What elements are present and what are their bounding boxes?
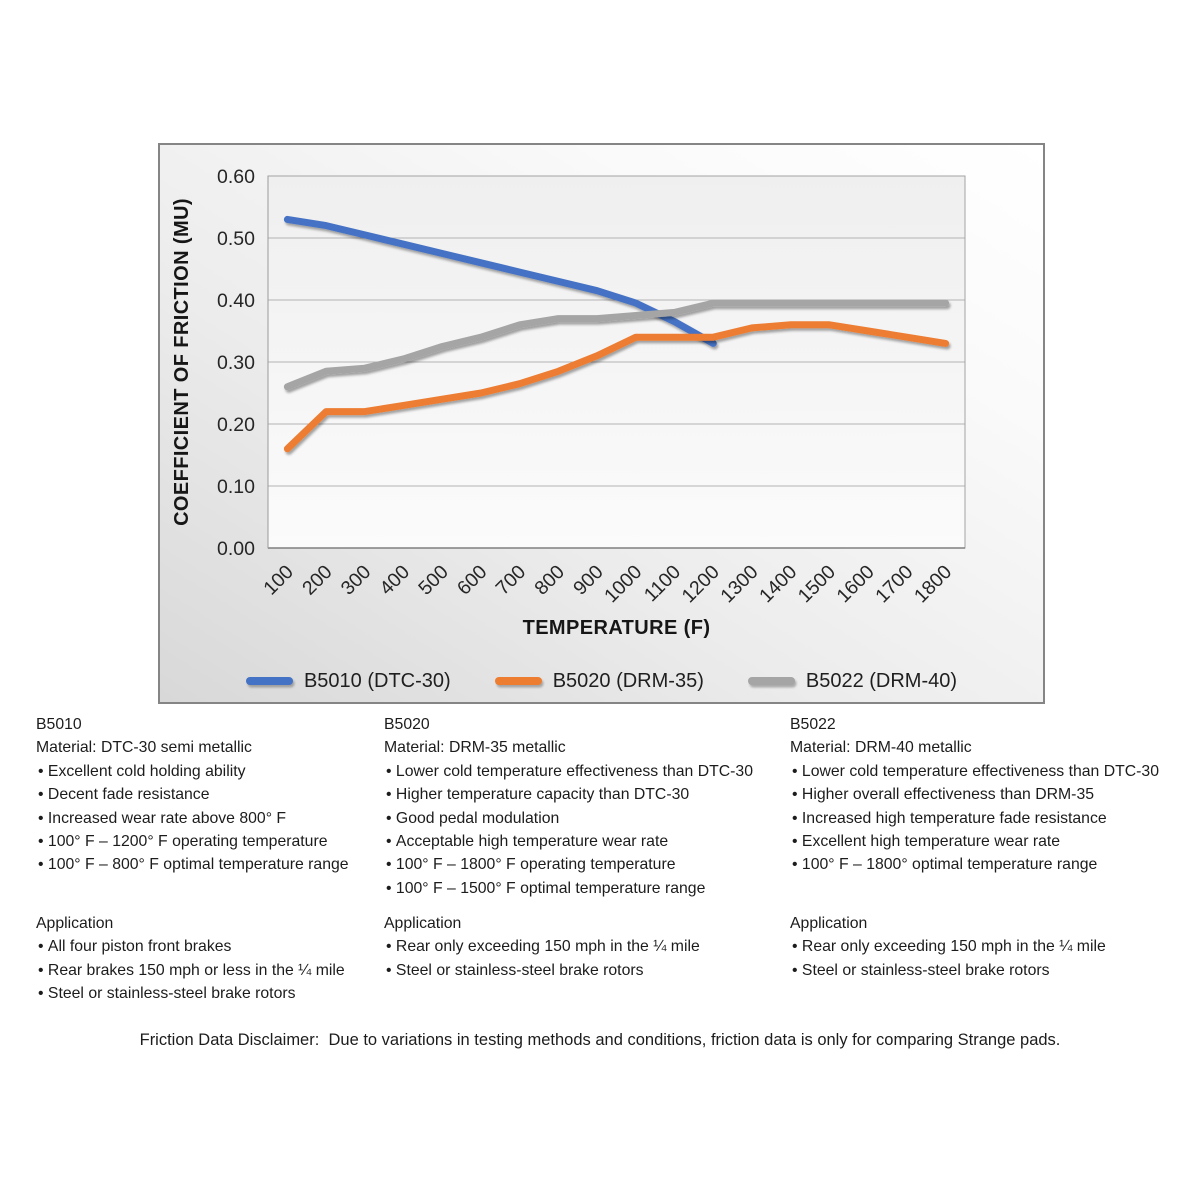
application-title: Application [790, 915, 868, 932]
x-tick-label: 600 [453, 561, 492, 600]
material-feature: Good pedal modulation [384, 807, 753, 830]
y-tick-label: 0.40 [217, 290, 255, 312]
series-line-b5010 [283, 215, 717, 347]
material-feature: Lower cold temperature effectiveness tha… [384, 760, 753, 783]
material-name: Material: DTC-30 semi metallic [36, 739, 252, 757]
x-tick-label: 1000 [600, 561, 646, 607]
application-item: Rear brakes 150 mph or less in the ¼ mil… [36, 959, 345, 982]
material-feature: Excellent cold holding ability [36, 760, 349, 783]
y-tick-label: 0.50 [217, 228, 255, 250]
x-tick-label: 1800 [910, 561, 956, 607]
material-id: B5010 [36, 716, 82, 733]
legend-line-swatch [245, 677, 293, 685]
application-item: Steel or stainless-steel brake rotors [384, 959, 700, 982]
material-name: Material: DRM-35 metallic [384, 739, 566, 757]
x-tick-label: 100 [259, 561, 298, 600]
y-tick-label: 0.30 [217, 352, 255, 374]
material-feature: Excellent high temperature wear rate [790, 830, 1159, 853]
application-item: All four piston front brakes [36, 935, 345, 958]
application-item: Rear only exceeding 150 mph in the ¼ mil… [384, 935, 700, 958]
legend-label: B5010 (DTC-30) [303, 669, 451, 692]
application-title: Application [384, 915, 462, 932]
x-axis-title: TEMPERATURE (F) [523, 617, 711, 639]
x-tick-label: 400 [375, 561, 414, 600]
legend-item-b5022: B5022 (DRM-40) [747, 669, 958, 693]
material-column-b5022: B5022 Material: DRM-40 metallic Lower cold… [790, 713, 1159, 877]
material-feature: Lower cold temperature effectiveness tha… [790, 760, 1159, 783]
material-feature: Higher overall effectiveness than DRM-35 [790, 783, 1159, 806]
legend-line-swatch [494, 677, 542, 685]
disclaimer-text: Friction Data Disclaimer: Due to variati… [139, 1031, 1061, 1049]
material-id: B5022 [790, 716, 836, 733]
material-feature: Increased wear rate above 800° F [36, 807, 349, 830]
x-tick-label: 1100 [640, 561, 685, 606]
y-tick-label: 0.00 [217, 538, 255, 560]
material-column-b5020: B5020 Material: DRM-35 metallic Lower cold… [384, 713, 753, 900]
x-tick-label: 800 [530, 561, 569, 600]
material-feature: Decent fade resistance [36, 783, 349, 806]
x-tick-label: 500 [414, 561, 453, 600]
x-tick-label: 300 [337, 561, 376, 600]
material-feature: Increased high temperature fade resistan… [790, 807, 1159, 830]
material-feature: 100° F – 1500° F optimal temperature ran… [384, 877, 753, 900]
x-tick-label: 1600 [832, 561, 878, 607]
legend-label: B5020 (DRM-35) [552, 669, 704, 692]
material-feature: Higher temperature capacity than DTC-30 [384, 783, 753, 806]
x-tick-label: 1500 [794, 561, 840, 607]
chart-panel: 0.60 0.50 0.40 0.30 0.20 0.10 0.00 100 200 300 400… [158, 143, 1045, 704]
material-feature: 100° F – 1800° F operating temperature [384, 853, 753, 876]
application-title: Application [36, 915, 114, 932]
legend-label: B5022 (DRM-40) [805, 669, 958, 692]
series-line-b5020 [283, 321, 950, 453]
x-tick-label: 700 [492, 561, 531, 600]
x-tick-label: 1300 [716, 561, 762, 607]
application-column-b5022: Application Rear only exceeding 150 mph i… [790, 912, 1106, 982]
series-line-b5022 [283, 299, 950, 391]
x-tick-label: 1400 [755, 561, 801, 607]
application-item: Rear only exceeding 150 mph in the ¼ mil… [790, 935, 1106, 958]
application-item: Steel or stainless-steel brake rotors [790, 959, 1106, 982]
legend-item-b5010: B5010 (DTC-30) [245, 669, 451, 693]
x-tick-label: 200 [298, 561, 337, 600]
application-column-b5010: Application All four piston front brakesR… [36, 912, 345, 1006]
application-column-b5020: Application Rear only exceeding 150 mph i… [384, 912, 700, 982]
material-name: Material: DRM-40 metallic [790, 739, 972, 757]
y-tick-label: 0.20 [217, 414, 255, 436]
legend-line-swatch [747, 677, 795, 685]
y-axis-title: COEFFICIENT OF FRICTION (MU) [171, 198, 193, 526]
application-item: Steel or stainless-steel brake rotors [36, 982, 345, 1005]
material-feature: 100° F – 800° F optimal temperature rang… [36, 853, 349, 876]
material-feature: Acceptable high temperature wear rate [384, 830, 753, 853]
chart-legend: B5010 (DTC-30) B5020 (DRM-35) B5022 (DRM-4… [160, 665, 1043, 697]
material-feature: 100° F – 1800° optimal temperature range [790, 853, 1159, 876]
x-tick-label: 1700 [871, 561, 917, 607]
y-tick-label: 0.60 [217, 166, 255, 188]
legend-item-b5020: B5020 (DRM-35) [494, 669, 704, 693]
material-column-b5010: B5010 Material: DTC-30 semi metallic Excel… [36, 713, 349, 877]
material-id: B5020 [384, 716, 430, 733]
material-feature: 100° F – 1200° F operating temperature [36, 830, 349, 853]
y-tick-label: 0.10 [217, 476, 255, 498]
x-tick-label: 1200 [678, 561, 724, 607]
